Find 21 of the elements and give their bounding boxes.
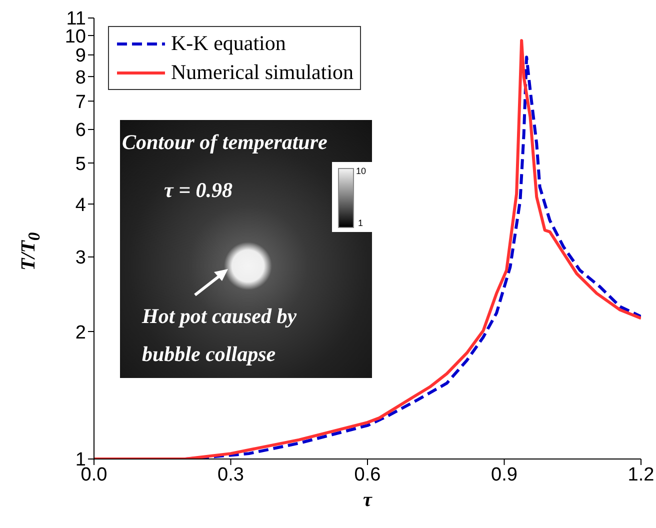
x-tick-label: 0.0 — [80, 464, 108, 486]
annotation: 1 — [358, 218, 364, 228]
annotation: Hot pot caused by bubble collapse — [142, 304, 297, 367]
x-tick-label: 0.9 — [491, 464, 518, 486]
y-tick-label: 5 — [75, 154, 86, 175]
y-tick-label: 3 — [75, 248, 86, 269]
x-tick-label: 1.2 — [628, 464, 654, 486]
x-axis-title: τ — [363, 489, 374, 511]
legend-label: K-K equation — [171, 31, 286, 56]
y-tick-label: 6 — [75, 120, 86, 142]
x-tick-label: 0.6 — [354, 464, 381, 486]
y-tick-label: 8 — [75, 67, 86, 88]
legend-label: Numerical simulation — [171, 60, 354, 85]
annotation: τ = 0.98 — [164, 178, 233, 203]
annotation: Contour of temperature — [122, 130, 328, 155]
y-tick-label: 9 — [75, 46, 86, 67]
y-tick-label: 2 — [75, 322, 86, 344]
y-tick-label: 4 — [75, 194, 86, 216]
x-tick-label: 0.3 — [218, 464, 244, 486]
y-tick-label: 7 — [75, 92, 86, 113]
annotation: 10 — [356, 166, 366, 176]
